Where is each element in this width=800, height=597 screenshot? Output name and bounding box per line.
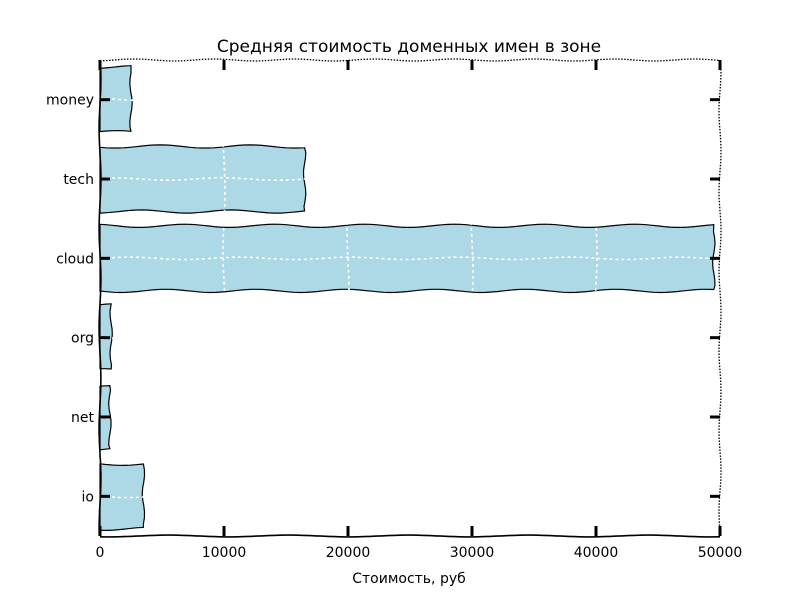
bar-money — [99, 65, 133, 133]
grid-line-y-net — [99, 415, 720, 420]
y-tick-label-cloud: cloud — [56, 251, 94, 267]
grid-line-y-money — [99, 97, 721, 102]
bars-layer — [99, 65, 716, 531]
y-tick-label-net: net — [71, 410, 94, 426]
ticks-layer — [98, 60, 722, 536]
bar-io — [99, 463, 146, 531]
grid-line-x-20000 — [346, 59, 350, 536]
grid-line-y-org — [99, 335, 721, 340]
x-axis-label: Стоимость, руб — [352, 571, 466, 587]
y-axis-line — [98, 59, 102, 536]
grid-line-y-io — [99, 494, 721, 499]
grid-line-x-40000 — [594, 59, 598, 537]
chart-title: Средняя стоимость доменных имен в зоне — [217, 37, 601, 57]
x-axis-line — [99, 534, 720, 538]
y-tick-label-org: org — [71, 331, 94, 347]
x-tick-label: 40000 — [574, 545, 619, 561]
x-tick-label: 0 — [96, 545, 105, 561]
y-tick-label-io: io — [82, 489, 94, 505]
x-tick-label: 10000 — [202, 545, 247, 561]
labels-layer: Средняя стоимость доменных имен в зоне С… — [46, 37, 742, 587]
grid-line-y-cloud — [99, 256, 721, 261]
grid-line-x-30000 — [470, 59, 474, 537]
x-tick-label: 50000 — [698, 545, 743, 561]
right-spine — [718, 59, 722, 537]
grid-line-x-10000 — [222, 59, 226, 537]
grid-layer — [99, 59, 721, 537]
x-tick-label: 30000 — [450, 545, 495, 561]
y-tick-label-money: money — [46, 93, 94, 109]
top-spine — [99, 58, 721, 62]
bar-cloud — [99, 223, 716, 294]
axes-layer — [98, 58, 722, 538]
y-tick-label-tech: tech — [63, 172, 94, 188]
grid-line-y-tech — [99, 176, 720, 182]
x-tick-label: 20000 — [326, 545, 371, 561]
